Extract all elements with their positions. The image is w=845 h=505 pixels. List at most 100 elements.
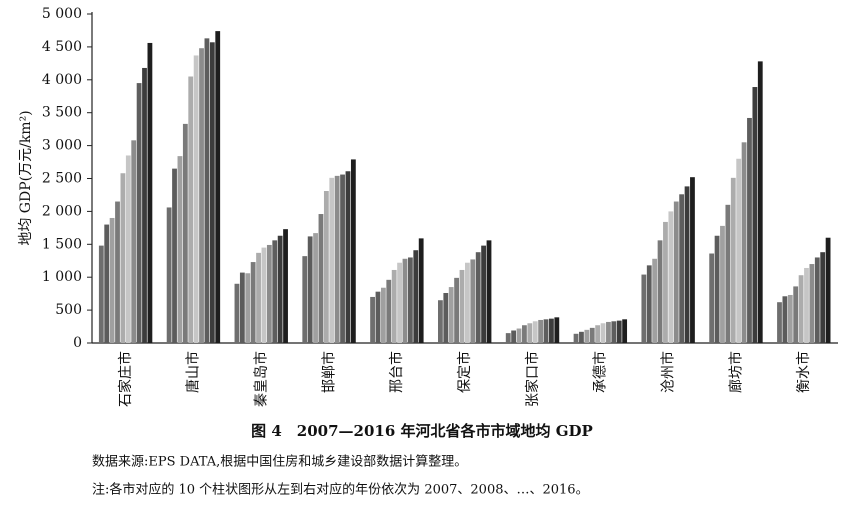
- bar: [673, 201, 679, 343]
- bar: [747, 117, 752, 344]
- bar: [115, 201, 120, 343]
- bar: [616, 320, 622, 343]
- bar: [166, 207, 172, 343]
- bar: [142, 67, 147, 344]
- bar: [611, 321, 617, 343]
- y-tick-label: 2 500: [42, 171, 82, 187]
- bar: [720, 225, 725, 343]
- bar: [825, 237, 831, 343]
- bar: [736, 158, 742, 343]
- bar: [109, 217, 115, 343]
- bar: [261, 247, 267, 343]
- bar: [443, 292, 449, 343]
- bar: [757, 61, 763, 343]
- bar: [752, 87, 758, 344]
- bar: [147, 42, 153, 344]
- bar: [323, 191, 329, 343]
- x-tick-label: 邯郸市: [320, 351, 337, 393]
- bar: [663, 221, 668, 343]
- bar: [522, 325, 527, 343]
- bar: [438, 300, 443, 343]
- bar: [606, 321, 611, 343]
- x-tick-label: 衡水市: [795, 351, 812, 393]
- y-tick-label: 1 500: [42, 236, 82, 252]
- bar: [370, 296, 375, 343]
- bar: [204, 38, 210, 343]
- bar: [448, 287, 454, 343]
- bar: [334, 175, 340, 343]
- bar: [622, 319, 628, 343]
- bar: [397, 262, 402, 343]
- bar: [391, 269, 397, 343]
- bar: [454, 277, 459, 343]
- y-tick-label: 2 000: [42, 203, 82, 219]
- bar: [125, 155, 131, 343]
- bar: [272, 240, 278, 343]
- bar: [182, 123, 188, 343]
- bar: [549, 318, 554, 343]
- x-tick-label: 石家庄市: [117, 351, 134, 407]
- bar: [386, 279, 392, 343]
- bar: [679, 194, 685, 343]
- y-tick-label: 3 500: [42, 105, 82, 121]
- y-tick-label: 3 000: [42, 138, 82, 154]
- bar: [407, 257, 413, 343]
- bar: [814, 257, 820, 343]
- bar: [741, 142, 747, 343]
- year-note: 注:各市对应的 10 个柱状图形从左到右对应的年份依次为 2007、2008、……: [92, 482, 589, 498]
- x-tick-label: 邢台市: [388, 351, 405, 393]
- bar: [804, 267, 809, 343]
- bar: [470, 259, 476, 343]
- bar: [239, 272, 245, 343]
- x-tick-label: 承德市: [592, 351, 609, 393]
- x-tick-label: 秦皇岛市: [253, 351, 270, 407]
- bar: [136, 83, 142, 343]
- bar: [418, 238, 424, 343]
- bar: [505, 333, 511, 343]
- bar: [782, 296, 788, 343]
- bar: [131, 140, 137, 343]
- bar: [256, 252, 261, 343]
- bar: [595, 325, 601, 343]
- x-tick-label: 廊坊市: [727, 351, 744, 393]
- bar: [98, 245, 104, 343]
- bar: [511, 330, 517, 343]
- bar: [798, 275, 804, 343]
- bar: [793, 286, 799, 343]
- bar: [340, 174, 345, 343]
- x-tick-label: 沧州市: [659, 351, 676, 393]
- bar: [245, 273, 251, 343]
- bar: [668, 211, 674, 343]
- bar: [266, 244, 272, 343]
- bar: [538, 319, 544, 343]
- bar: [345, 171, 351, 343]
- bar: [234, 283, 240, 343]
- bar: [177, 156, 183, 343]
- bar: [730, 177, 736, 343]
- y-tick-label: 5 000: [42, 6, 82, 22]
- bar: [646, 265, 652, 343]
- bar: [600, 323, 606, 343]
- bar: [714, 235, 720, 343]
- bar: [690, 177, 695, 343]
- bar: [641, 274, 647, 343]
- bar: [573, 333, 579, 343]
- bar: [725, 204, 731, 343]
- bar: [584, 329, 590, 343]
- bar: [350, 159, 356, 343]
- y-axis-label: 地均 GDP(万元/km²): [18, 110, 34, 245]
- bar: [486, 240, 492, 343]
- bar: [516, 328, 522, 343]
- bar: [307, 236, 313, 343]
- bar: [709, 253, 715, 343]
- bar: [657, 240, 663, 343]
- source-note: 数据来源:EPS DATA,根据中国住房和城乡建设部数据计算整理。: [92, 454, 467, 470]
- chart-title: 图 4 2007—2016 年河北省各市市域地均 GDP: [251, 422, 593, 440]
- bar: [777, 302, 782, 343]
- y-tick-label: 1 000: [42, 269, 82, 285]
- bar: [475, 252, 481, 343]
- y-tick-label: 4 000: [42, 72, 82, 88]
- bar: [209, 42, 215, 343]
- bar: [104, 224, 110, 343]
- bar: [313, 233, 318, 343]
